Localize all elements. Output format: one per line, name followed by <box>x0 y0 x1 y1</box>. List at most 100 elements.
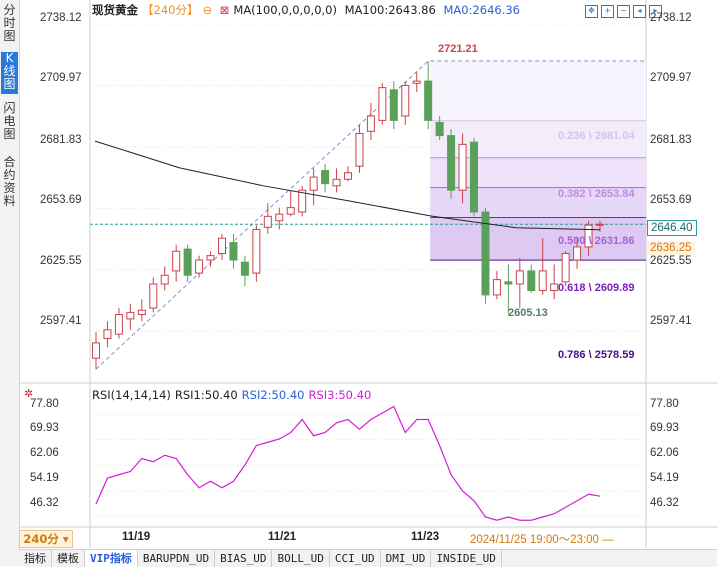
candle-body <box>435 122 444 137</box>
candle-body <box>366 115 375 132</box>
candle-body <box>183 248 192 276</box>
candle-body <box>412 80 421 84</box>
rsi-tick-right: 54.19 <box>650 472 679 484</box>
date-label: 11/21 <box>268 531 297 543</box>
fib-label-0618: 0.618 \ 2609.89 <box>558 282 635 294</box>
candle-body <box>596 223 604 226</box>
candle-body <box>504 281 513 285</box>
candle-body <box>378 87 387 121</box>
candle-body <box>401 84 410 117</box>
rsi-tick-right: 69.93 <box>650 422 679 434</box>
scroll-right-icon[interactable]: ▸ <box>649 5 662 18</box>
zoom-in-icon[interactable]: + <box>601 5 614 18</box>
tab-flash[interactable]: 闪电图 <box>3 101 16 141</box>
ma0-value: MA0:2646.36 <box>443 3 520 17</box>
ma-edit-icon[interactable]: ⊠ <box>219 3 230 17</box>
low-label: 2605.13 <box>508 307 548 319</box>
candle-body <box>114 314 123 335</box>
high-label: 2721.21 <box>438 43 478 55</box>
candle-body <box>389 89 398 121</box>
move-icon[interactable]: ✥ <box>585 5 598 18</box>
period-select-button[interactable]: 240分 ▾ <box>19 530 73 548</box>
candle-body <box>218 237 226 254</box>
tab-contract-info[interactable]: 合约资料 <box>3 155 16 208</box>
rsi-tick-right: 62.06 <box>650 447 679 459</box>
candle-body <box>195 259 204 274</box>
rsi-tick: 69.93 <box>30 422 59 434</box>
price-tick: 2625.55 <box>40 255 82 267</box>
indicator-tab-bar: 指标 模板 VIP指标 BARUPDN_UD BIAS_UD BOLL_UD CCI_UD D… <box>19 549 717 567</box>
rsi-tick: 54.19 <box>30 472 59 484</box>
tab-templates[interactable]: 模板 <box>52 550 85 567</box>
zoom-out-icon[interactable]: − <box>617 5 630 18</box>
cursor-time-range: 2024/11/25 19:00～23:00 — <box>470 534 614 546</box>
candle-body <box>172 250 181 272</box>
fib-label-0786: 0.786 \ 2578.59 <box>558 349 635 361</box>
tab-timeshare[interactable]: 分时图 <box>3 3 16 43</box>
price-tick: 2653.69 <box>40 194 82 206</box>
candle-body <box>332 178 341 187</box>
candle-body <box>321 170 330 185</box>
candle-body <box>538 270 547 292</box>
ma100-line <box>94 140 601 231</box>
tab-inside[interactable]: INSIDE_UD <box>431 550 502 567</box>
date-label: 11/23 <box>411 531 440 543</box>
period-label[interactable]: 【240分】 <box>142 3 199 17</box>
rsi-tick-right: 77.80 <box>650 398 679 410</box>
level-price-tag: 2636.25 <box>647 241 695 255</box>
instrument-title: 现货黄金 <box>92 3 138 17</box>
candle-body <box>492 279 501 296</box>
fib-label-0500: 0.500 \ 2631.86 <box>558 235 635 247</box>
tab-indicators[interactable]: 指标 <box>19 550 52 567</box>
candle-body <box>206 255 215 261</box>
candle-body <box>263 215 272 228</box>
candle-body <box>160 274 169 285</box>
fib-zone <box>430 187 646 218</box>
tab-bias[interactable]: BIAS_UD <box>215 550 273 567</box>
price-tick-right: 2738.12 <box>650 12 692 24</box>
tab-cci[interactable]: CCI_UD <box>330 550 381 567</box>
rsi-tick: 77.80 <box>30 398 59 410</box>
candle-body <box>573 246 582 261</box>
rsi-tick: 46.32 <box>30 497 59 509</box>
price-tick-right: 2653.69 <box>650 194 692 206</box>
rsi2-value: RSI2:50.40 <box>241 388 305 402</box>
rsi1-value: RSI1:50.40 <box>174 388 238 402</box>
tab-dmi[interactable]: DMI_UD <box>381 550 432 567</box>
price-tick-right: 2681.83 <box>650 134 692 146</box>
candle-body <box>252 228 261 274</box>
candle-body <box>481 211 490 296</box>
scroll-left-icon[interactable]: ◂ <box>633 5 646 18</box>
rsi-title: RSI(14,14,14) <box>92 388 171 402</box>
price-tick: 2597.41 <box>40 315 82 327</box>
candle-body <box>149 283 158 309</box>
candle-body <box>561 252 570 283</box>
rsi-tick-right: 46.32 <box>650 497 679 509</box>
date-label: 11/19 <box>122 531 151 543</box>
tab-vip-indicators[interactable]: VIP指标 <box>85 550 138 567</box>
candle-body <box>229 242 238 261</box>
left-sidebar: 分时图 K线图 闪电图 合约资料 <box>0 0 20 566</box>
candle-body <box>424 80 433 121</box>
tab-kline[interactable]: K线图 <box>1 52 18 94</box>
candle-body <box>286 207 295 215</box>
rsi3-value: RSI3:50.40 <box>308 388 372 402</box>
rsi-settings-icon[interactable]: ✲ <box>24 387 34 400</box>
candle-body <box>527 270 536 292</box>
trend-line <box>95 60 429 370</box>
rsi-header: RSI(14,14,14) RSI1:50.40 RSI2:50.40 RSI3:50… <box>92 388 375 402</box>
candle-body <box>103 329 112 340</box>
price-tick-right: 2625.55 <box>650 255 692 267</box>
price-tick: 2681.83 <box>40 134 82 146</box>
candle-body <box>240 261 249 276</box>
fib-label-0382: 0.382 \ 2653.84 <box>558 188 635 200</box>
tab-boll[interactable]: BOLL_UD <box>272 550 330 567</box>
tab-barupdn[interactable]: BARUPDN_UD <box>138 550 216 567</box>
ma-settings: MA(100,0,0,0,0,0) <box>233 3 337 17</box>
candle-body <box>355 132 364 167</box>
fib-zone <box>430 60 646 121</box>
period-select-label: 240分 <box>23 532 59 546</box>
settings-icon[interactable]: ⊖ <box>202 3 213 17</box>
candle-body <box>275 213 284 222</box>
